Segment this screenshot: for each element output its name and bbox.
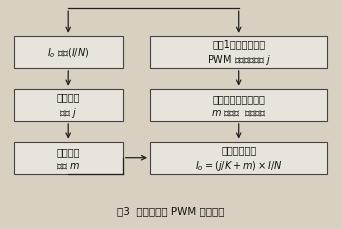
Text: 令第1路太阳能子阵
PWM 输出占空比为 $j$: 令第1路太阳能子阵 PWM 输出占空比为 $j$ — [207, 39, 271, 67]
FancyBboxPatch shape — [14, 37, 123, 69]
Text: 商取余数
得到 $m$: 商取余数 得到 $m$ — [56, 146, 80, 170]
FancyBboxPatch shape — [150, 89, 327, 121]
Text: 令其他太阳能子阵中
$m$ 个导通  其余断开: 令其他太阳能子阵中 $m$ 个导通 其余断开 — [211, 94, 266, 117]
Text: 得到电流输出
$I_o=(j/K+m)\times I/N$: 得到电流输出 $I_o=(j/K+m)\times I/N$ — [195, 144, 283, 172]
FancyBboxPatch shape — [14, 142, 123, 174]
FancyBboxPatch shape — [150, 37, 327, 69]
FancyBboxPatch shape — [14, 89, 123, 121]
Text: $I_o$ 除以$(I/N)$: $I_o$ 除以$(I/N)$ — [47, 46, 89, 60]
Text: 图3  精粗调组合 PWM 电流程图: 图3 精粗调组合 PWM 电流程图 — [117, 206, 224, 216]
Text: 商取余数
得到 $j$: 商取余数 得到 $j$ — [57, 91, 80, 119]
FancyBboxPatch shape — [150, 142, 327, 174]
